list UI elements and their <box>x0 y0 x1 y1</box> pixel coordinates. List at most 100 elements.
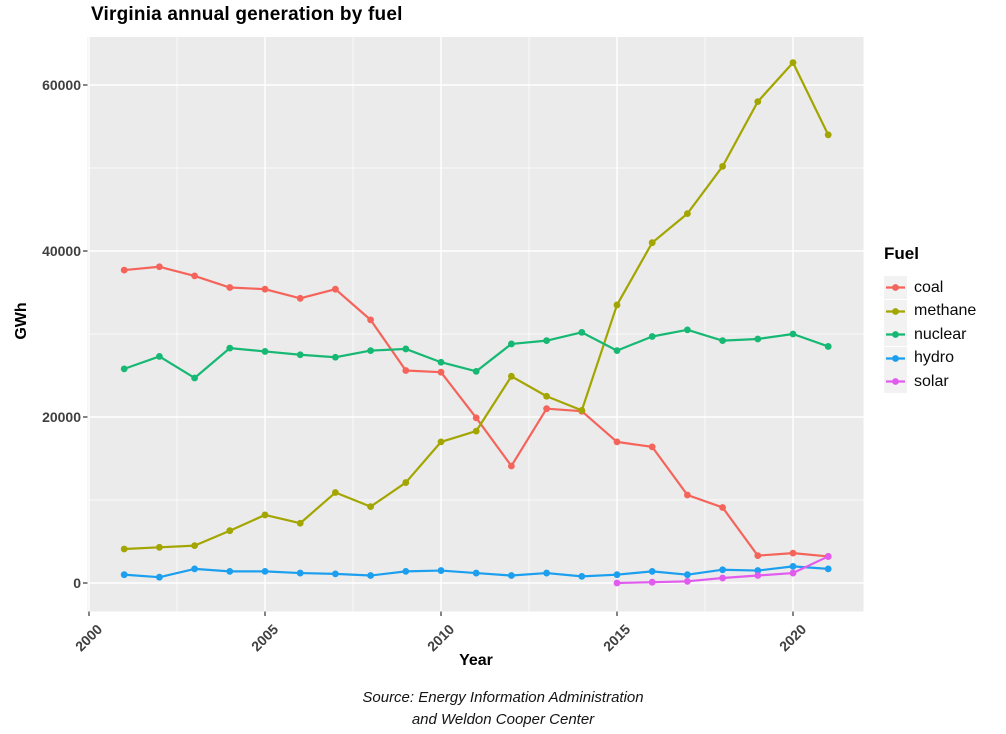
series-coal-point <box>261 285 269 293</box>
legend-title: Fuel <box>884 244 919 263</box>
series-hydro-point <box>824 565 832 573</box>
series-coal-point <box>648 443 656 451</box>
series-methane-point <box>120 545 128 553</box>
series-hydro-point <box>613 571 621 579</box>
series-coal-point <box>296 294 304 302</box>
legend-entry-coal: coal <box>884 276 976 300</box>
caption-line-1: Source: Energy Information Administratio… <box>362 689 644 706</box>
y-tick-label: 0 <box>73 575 81 591</box>
legend-entries: coal methane nuclear hydro solar <box>884 276 976 394</box>
series-nuclear-point <box>543 337 550 345</box>
y-tick-label: 20000 <box>42 409 81 425</box>
source-caption: Source: Energy Information Administratio… <box>0 687 1006 731</box>
series-hydro-point <box>120 571 128 579</box>
legend: Fuel coal methane nuclear hydro solar <box>884 244 976 394</box>
series-methane-point <box>261 511 269 519</box>
series-methane-point <box>543 392 550 400</box>
legend-label: nuclear <box>914 325 967 343</box>
y-tick-label: 60000 <box>42 77 81 93</box>
series-methane-point <box>437 438 445 446</box>
series-hydro-point <box>472 569 480 577</box>
series-hydro-point <box>156 573 163 581</box>
series-methane-point <box>719 162 726 170</box>
legend-label: methane <box>914 302 977 320</box>
series-coal-point <box>789 549 797 557</box>
series-nuclear-point <box>191 374 199 382</box>
series-methane-point <box>296 519 304 527</box>
series-hydro-point <box>648 567 656 575</box>
legend-entry-methane: methane <box>884 299 977 324</box>
series-nuclear-point <box>578 328 586 336</box>
series-hydro-point <box>367 572 374 579</box>
series-coal-point <box>226 284 234 291</box>
series-hydro-point <box>226 567 234 575</box>
series-nuclear-point <box>754 335 762 343</box>
series-hydro-point <box>719 566 726 574</box>
series-methane-point <box>472 427 480 435</box>
series-hydro-point <box>508 572 515 579</box>
series-nuclear-point <box>613 347 621 354</box>
series-hydro-point <box>754 567 762 574</box>
series-nuclear-point <box>648 333 656 340</box>
series-coal-point <box>367 316 374 324</box>
series-solar-point <box>719 574 726 582</box>
legend-key-hydro-icon <box>884 346 907 370</box>
legend-label: coal <box>914 278 944 296</box>
series-nuclear-point <box>508 340 515 348</box>
series-hydro-point <box>789 563 797 570</box>
series-methane-point <box>226 527 234 535</box>
series-hydro-point <box>543 569 550 577</box>
legend-entry-solar: solar <box>884 370 976 394</box>
legend-key-methane-icon <box>884 299 907 323</box>
series-methane-point <box>754 98 762 105</box>
series-nuclear-point <box>261 348 269 355</box>
legend-key-solar-icon <box>884 370 907 394</box>
series-coal-point <box>508 462 515 470</box>
series-nuclear-point <box>824 343 832 350</box>
series-methane-point <box>789 59 797 66</box>
series-solar-point <box>789 569 797 577</box>
series-nuclear-point <box>120 365 128 373</box>
series-hydro-point <box>296 569 304 577</box>
series-coal-point <box>437 368 445 376</box>
series-coal-point <box>613 438 621 446</box>
legend-key-coal-icon <box>884 276 907 300</box>
series-hydro-point <box>191 565 199 573</box>
series-coal-point <box>402 367 410 374</box>
series-methane-point <box>578 406 586 414</box>
series-nuclear-point <box>367 347 374 354</box>
series-methane-point <box>508 372 515 380</box>
series-coal-point <box>332 285 339 293</box>
series-nuclear-point <box>332 353 339 361</box>
y-axis-title: GWh <box>13 302 30 340</box>
series-methane-point <box>191 542 199 550</box>
series-coal-point <box>156 263 163 271</box>
series-solar-point <box>824 553 832 560</box>
series-coal-point <box>120 266 128 274</box>
series-nuclear-point <box>437 358 445 366</box>
series-nuclear-point <box>156 353 163 360</box>
legend-label: hydro <box>914 349 955 367</box>
series-methane-point <box>684 210 691 218</box>
plot-panel <box>87 37 864 612</box>
series-hydro-point <box>261 567 269 575</box>
series-nuclear-point <box>684 326 691 334</box>
series-coal-point <box>472 414 480 422</box>
chart-title: Virginia annual generation by fuel <box>91 4 403 25</box>
legend-key-nuclear-icon <box>884 323 907 347</box>
series-solar-point <box>754 572 762 579</box>
series-hydro-point <box>332 570 339 578</box>
series-methane-point <box>613 301 621 309</box>
series-nuclear-point <box>226 344 234 352</box>
x-axis-title: Year <box>459 652 493 669</box>
series-hydro-point <box>684 571 691 579</box>
series-coal-point <box>719 504 726 511</box>
y-tick-label: 40000 <box>42 243 81 259</box>
series-nuclear-point <box>472 367 480 375</box>
series-methane-point <box>824 131 832 139</box>
series-coal-point <box>191 272 199 280</box>
series-nuclear-point <box>719 337 726 345</box>
series-hydro-point <box>578 572 586 580</box>
